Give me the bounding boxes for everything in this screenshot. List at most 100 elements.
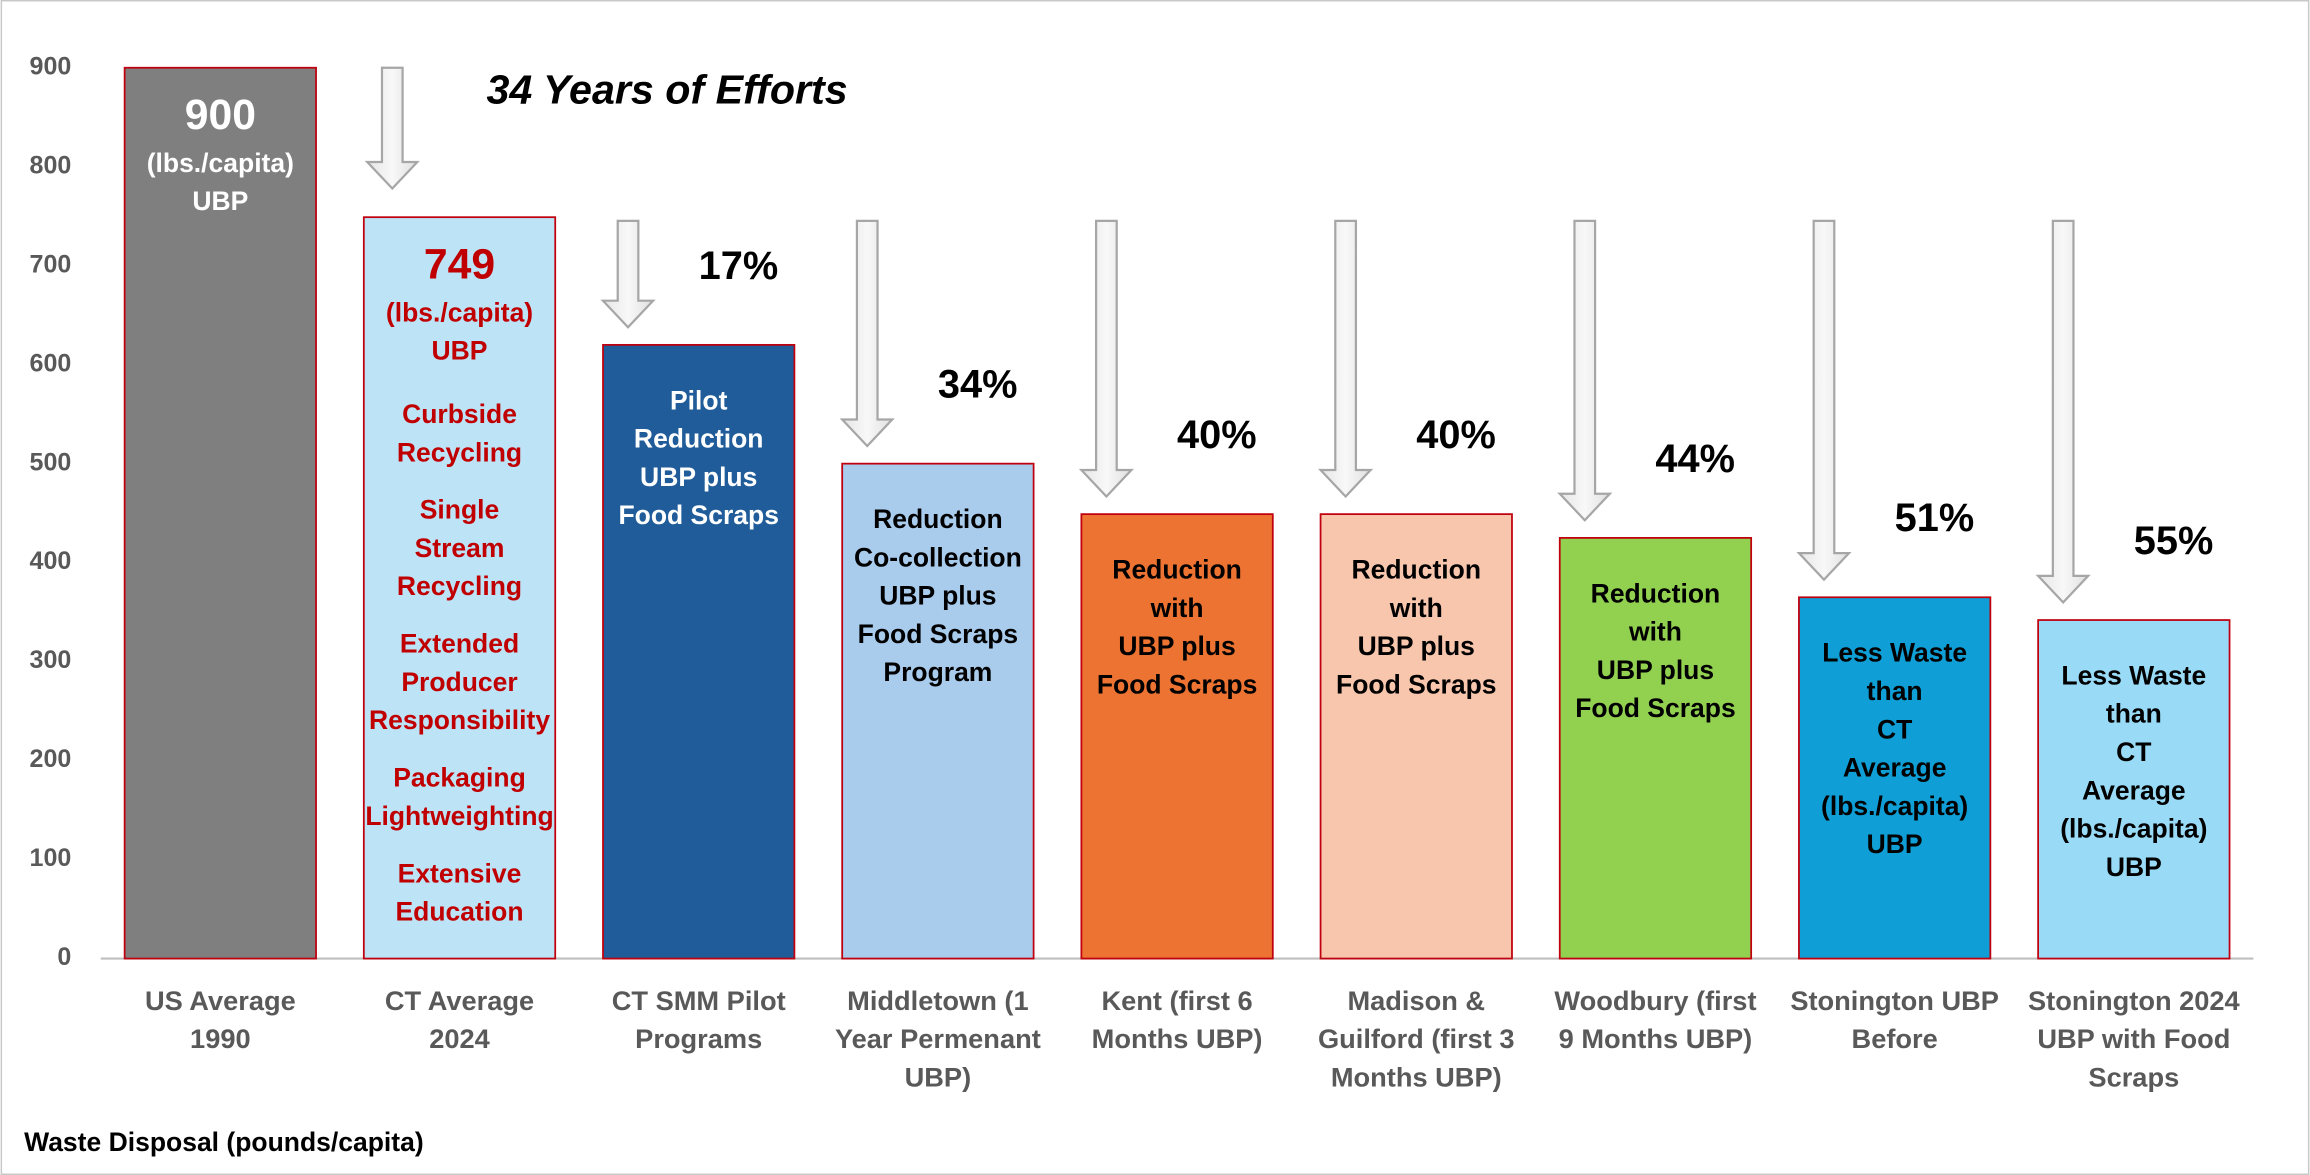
chart-title: 34 Years of Efforts bbox=[487, 67, 848, 113]
program-label: Extended bbox=[400, 629, 519, 659]
bar-label: Program bbox=[883, 657, 992, 687]
y-tick-label: 300 bbox=[30, 646, 72, 674]
y-tick-label: 100 bbox=[30, 844, 72, 872]
y-tick-label: 800 bbox=[30, 151, 72, 179]
program-label: Responsibility bbox=[369, 705, 550, 735]
x-tick-label: Scraps bbox=[2088, 1061, 2179, 1092]
bar-label: with bbox=[1389, 593, 1443, 623]
bar bbox=[1319, 513, 1513, 960]
bar-label: (lbs./capita) bbox=[1821, 791, 1968, 821]
x-tick-label: Months UBP) bbox=[1331, 1061, 1502, 1092]
bar bbox=[1798, 596, 1992, 960]
bar-label: UBP bbox=[2106, 852, 2162, 882]
reduction-label: 40% bbox=[1177, 413, 1257, 457]
arrow bbox=[1557, 219, 1613, 522]
y-tick-label: 500 bbox=[30, 448, 72, 476]
program-label: Recycling bbox=[397, 571, 522, 601]
x-tick-label: Year Permenant bbox=[835, 1023, 1041, 1054]
y-tick-label: 600 bbox=[30, 349, 72, 377]
x-tick-label: Before bbox=[1852, 1023, 1938, 1054]
y-tick-label: 200 bbox=[30, 745, 72, 773]
x-tick-label: Madison & bbox=[1347, 985, 1485, 1016]
y-tick-label: 400 bbox=[30, 547, 72, 575]
x-tick-label: Programs bbox=[635, 1023, 762, 1054]
bar-label: UBP plus bbox=[640, 462, 757, 492]
y-tick-label: 900 bbox=[30, 52, 72, 80]
x-tick-label: Woodbury (first bbox=[1554, 985, 1756, 1016]
arrow bbox=[364, 66, 420, 191]
bar-label: than bbox=[1867, 676, 1923, 706]
reduction-label: 55% bbox=[2134, 519, 2214, 563]
bar-label: (lbs./capita) bbox=[147, 148, 294, 178]
bar-label: Food Scraps bbox=[1575, 693, 1736, 723]
bar-label: Average bbox=[1843, 753, 1947, 783]
program-label: Stream bbox=[415, 533, 505, 563]
arrow bbox=[600, 219, 656, 329]
x-tick-label: Stonington UBP bbox=[1790, 985, 1999, 1016]
program-label: Single bbox=[420, 495, 500, 525]
bar bbox=[602, 343, 796, 960]
bar-label: than bbox=[2106, 699, 2162, 729]
bar-label: Reduction bbox=[634, 424, 764, 454]
bar-label: Reduction bbox=[873, 504, 1003, 534]
reduction-label: 17% bbox=[699, 244, 779, 288]
arrow bbox=[1078, 219, 1135, 499]
reduction-label: 40% bbox=[1416, 413, 1496, 457]
y-tick-label: 700 bbox=[30, 250, 72, 278]
program-label: Lightweighting bbox=[365, 801, 553, 831]
bar-label: UBP plus bbox=[1358, 631, 1475, 661]
x-tick-label: 2024 bbox=[429, 1023, 490, 1054]
x-tick-label: Guilford (first 3 bbox=[1318, 1023, 1515, 1054]
bar-label: UBP plus bbox=[1597, 655, 1714, 685]
program-label: Packaging bbox=[393, 763, 526, 793]
x-tick-label: US Average bbox=[145, 985, 296, 1016]
bar-label: Food Scraps bbox=[858, 619, 1019, 649]
bar bbox=[123, 66, 317, 960]
bar-label: Pilot bbox=[670, 385, 728, 415]
bar-label: with bbox=[1150, 593, 1204, 623]
program-label: Extensive bbox=[398, 858, 522, 888]
y-tick-label: 0 bbox=[57, 943, 71, 971]
bar bbox=[1080, 513, 1274, 960]
program-label: Education bbox=[395, 897, 523, 927]
reduction-label: 44% bbox=[1655, 437, 1735, 481]
x-tick-label: Months UBP) bbox=[1092, 1023, 1263, 1054]
bar-label: UBP bbox=[192, 186, 248, 216]
x-tick-label: CT SMM Pilot bbox=[612, 985, 786, 1016]
program-label: Recycling bbox=[397, 437, 522, 467]
bar-label: UBP plus bbox=[1118, 631, 1235, 661]
bar-label: UBP bbox=[432, 336, 488, 366]
x-tick-label: Stonington 2024 bbox=[2028, 985, 2240, 1016]
arrow bbox=[2035, 219, 2091, 604]
bar-label: Reduction bbox=[1591, 578, 1721, 608]
bar-label: (lbs./capita) bbox=[2060, 814, 2207, 844]
x-tick-label: UBP) bbox=[905, 1061, 972, 1092]
bar-label: Food Scraps bbox=[618, 500, 779, 530]
bar-label: Less Waste bbox=[2061, 660, 2206, 690]
bar-label: CT bbox=[2116, 737, 2151, 767]
arrow bbox=[1318, 219, 1374, 499]
bar-label: 900 bbox=[185, 91, 256, 139]
bar-label: Co-collection bbox=[854, 542, 1022, 572]
bar-label: Food Scraps bbox=[1097, 669, 1258, 699]
x-tick-label: CT Average bbox=[385, 985, 534, 1016]
bar-label: Reduction bbox=[1351, 555, 1481, 585]
bar-label: UBP plus bbox=[879, 581, 996, 611]
bar-label: 749 bbox=[424, 241, 495, 289]
bar-label: with bbox=[1628, 617, 1682, 647]
x-tick-label: UBP with Food bbox=[2037, 1023, 2230, 1054]
bar-label: (lbs./capita) bbox=[386, 297, 533, 327]
bar-label: Food Scraps bbox=[1336, 669, 1497, 699]
x-tick-label: Middletown (1 bbox=[847, 985, 1028, 1016]
x-tick-label: 1990 bbox=[190, 1023, 251, 1054]
program-label: Curbside bbox=[402, 399, 517, 429]
bar bbox=[2037, 619, 2231, 960]
reduction-label: 34% bbox=[938, 363, 1018, 407]
program-label: Producer bbox=[401, 667, 517, 697]
bar-label: Average bbox=[2082, 775, 2186, 805]
bar-label: Reduction bbox=[1112, 555, 1242, 585]
x-tick-label: 9 Months UBP) bbox=[1559, 1023, 1753, 1054]
bar bbox=[841, 462, 1035, 960]
